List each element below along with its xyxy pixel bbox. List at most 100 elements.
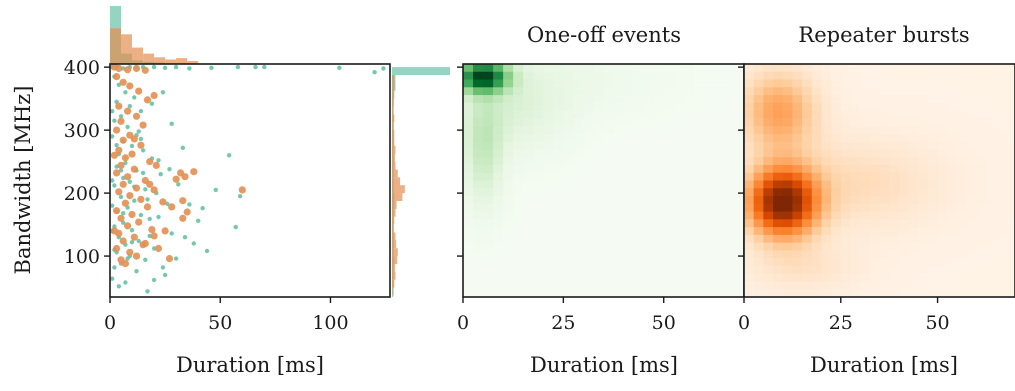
heatmap-cell [463,126,474,135]
heatmap-cell [802,79,813,88]
heatmap-cell [860,87,871,96]
heatmap-cell [831,110,842,119]
heatmap-cell [773,172,784,182]
heatmap-cell [593,234,605,244]
heatmap-cell [802,118,813,127]
heatmap-cell [643,141,655,151]
heatmap-cell [513,79,524,88]
heatmap-cell [918,188,929,197]
heatmap-cell [723,196,735,205]
heatmap-cell [753,95,764,104]
heatmap-cell [653,281,665,290]
heatmap-cell [840,258,852,267]
heatmap-cell [713,172,725,182]
heatmap-cell [533,110,544,119]
heatmap-cell [976,102,987,112]
heatmap-cell [733,180,745,189]
heatmap-cell [493,265,504,275]
heatmap-cell [523,133,534,143]
heatmap-cell [792,250,803,259]
heatmap-cell [898,149,910,158]
heatmap-cell [850,258,861,267]
heatmap-cell [753,196,764,205]
heatmap-cell [927,95,939,104]
heatmap-cell [733,157,745,166]
heatmap-cell [985,265,997,275]
heatmap-cell [840,289,852,298]
heatmap-cell [513,141,524,151]
heatmap-cell [753,71,764,81]
heatmap-cell [713,180,725,189]
heatmap-cell [947,180,958,189]
heatmap-cell [850,149,861,158]
heatmap-cell [633,188,645,197]
heatmap-cell [995,203,1006,213]
heatmap-cell [603,133,615,143]
x-tick-label: 0 [738,312,750,334]
one_off-point [125,124,130,130]
repeater-point [148,226,156,234]
repeater-point [132,112,141,120]
heatmap-cell [673,273,685,283]
heatmap-cell [763,219,774,228]
heatmap-cell [573,172,585,182]
heatmap-cell [683,71,695,81]
heatmap-cell [879,242,890,251]
heatmap-cell [947,258,958,267]
heatmap-cell [811,219,823,228]
heatmap-cell [623,133,635,143]
heatmap-cell [463,203,474,213]
heatmap-cell [593,289,605,298]
heatmap-cell [898,102,910,112]
heatmap-cell [723,281,735,290]
heatmap-cell [613,196,625,205]
heatmap-cell [703,203,715,213]
heatmap-cell [643,102,655,112]
heatmap-cell [683,234,695,244]
one_off-point [143,257,148,262]
heatmap-cell [713,95,725,104]
one_off-point [149,101,155,106]
heatmap-cell [744,289,755,298]
heatmap-cell [703,149,715,158]
heatmap-cell [744,250,755,259]
heatmap-cell [573,71,585,81]
heatmap-cell [753,180,764,189]
heatmap-cell [985,227,997,236]
heatmap-cell [733,227,745,236]
heatmap-cell [643,64,655,73]
heatmap-cell [683,141,695,151]
heatmap-cell [898,289,910,298]
heatmap-cell [966,258,977,267]
heatmap-cell [643,188,655,197]
heatmap-cell [918,126,929,135]
heatmap-cell [753,118,764,127]
heatmap-cell [889,242,900,251]
heatmap-cell [744,110,755,119]
heatmap-cell [927,164,939,174]
heatmap-cell [956,289,968,298]
repeater-point [130,233,138,241]
heatmap-cell [1005,281,1015,290]
heatmap-cell [927,64,939,73]
heatmap-cell [603,102,615,112]
one_off-point [196,218,201,223]
heatmap-cell [763,250,774,259]
heatmap-cell [889,250,900,259]
heatmap-cell [593,79,605,88]
heatmap-cell [533,95,544,104]
repeater-y-marginal-bar [392,98,394,107]
heatmap-cell [811,188,823,197]
heatmap-cell [713,242,725,251]
heatmap-cell [633,203,645,213]
repeater-point [135,218,143,226]
heatmap-cell [723,188,735,197]
heatmap-cell [966,227,977,236]
repeater-point [126,192,134,200]
heatmap-cell [693,87,705,96]
heatmap-cell [583,273,595,283]
heatmap-cell [976,95,987,104]
heatmap-cell [811,79,823,88]
repeater-x-axis-label: Duration [ms] [810,353,958,377]
